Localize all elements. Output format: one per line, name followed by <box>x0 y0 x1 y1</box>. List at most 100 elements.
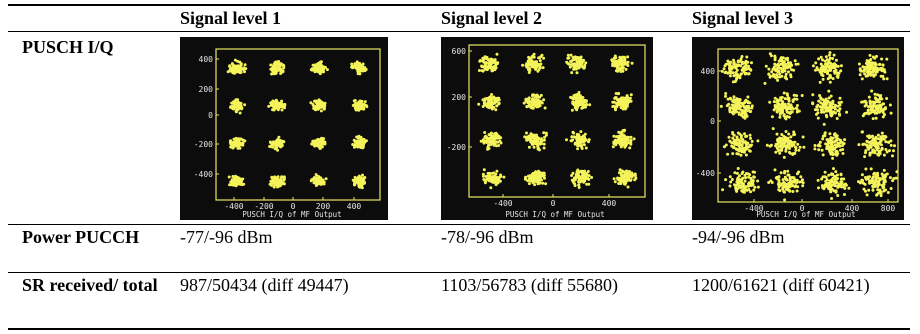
constellation-point <box>620 176 624 180</box>
constellation-point <box>772 100 776 104</box>
constellation-point <box>881 109 885 113</box>
constellation-point <box>277 60 281 63</box>
constellation-point <box>617 135 620 139</box>
constellation-point <box>745 147 749 151</box>
constellation-point <box>612 134 616 138</box>
constellation-point <box>884 140 888 144</box>
constellation-point <box>862 187 866 191</box>
constellation-point <box>782 114 786 117</box>
constellation-point <box>830 62 834 66</box>
constellation-point <box>764 64 768 68</box>
constellation-point <box>862 112 866 116</box>
constellation-point <box>778 148 782 152</box>
x-tick-label: -400 <box>224 202 243 211</box>
constellation-point <box>365 105 369 109</box>
constellation-point <box>584 61 588 65</box>
constellation-point <box>525 98 529 102</box>
constellation-point <box>749 184 753 187</box>
constellation-point <box>351 104 355 107</box>
constellation-point <box>863 155 867 159</box>
constellation-point <box>628 96 632 100</box>
constellation-point <box>831 144 834 148</box>
constellation-point <box>488 136 492 140</box>
constellation-point <box>310 67 314 71</box>
constellation-point <box>832 66 836 70</box>
row-label-power: Power PUCCH <box>22 227 140 247</box>
constellation-point <box>543 176 546 180</box>
constellation-point <box>737 112 741 116</box>
constellation-point <box>842 142 846 146</box>
constellation-point <box>733 138 737 142</box>
constellation-point <box>784 62 788 66</box>
constellation-point <box>733 183 736 187</box>
constellation-point <box>886 191 890 194</box>
constellation-point <box>724 92 728 95</box>
constellation-point <box>575 71 579 75</box>
constellation-point <box>742 150 746 154</box>
constellation-point <box>736 142 740 146</box>
constellation-point <box>774 144 778 148</box>
constellation-point <box>488 103 492 107</box>
constellation-point <box>523 135 527 139</box>
constellation-point <box>268 182 272 186</box>
constellation-point <box>480 69 484 73</box>
constellation-svg-1: 400 200 0 -200 -400 -400 -200 0 200 400 PUSCH I/Q … <box>194 48 381 219</box>
constellation-point <box>619 66 623 70</box>
constellation-point <box>279 102 282 106</box>
constellation-point <box>768 100 772 104</box>
constellation-point <box>832 140 836 144</box>
constellation-point <box>492 60 496 64</box>
constellation-point <box>828 147 832 151</box>
constellation-point <box>621 66 625 70</box>
constellation-point <box>623 104 627 108</box>
constellation-point <box>871 117 875 121</box>
constellation-point <box>830 197 834 200</box>
constellation-point <box>794 145 797 149</box>
constellation-point <box>831 176 835 180</box>
constellation-point <box>617 100 621 104</box>
constellation-point <box>537 68 541 71</box>
constellation-point <box>525 105 529 109</box>
constellation-point <box>626 55 630 59</box>
constellation-point <box>580 60 584 64</box>
constellation-point <box>576 147 580 151</box>
constellation-point <box>612 177 616 181</box>
constellation-point <box>355 180 359 184</box>
constellation-point <box>781 70 784 74</box>
constellation-point <box>739 57 743 61</box>
constellation-point <box>775 132 779 136</box>
constellation-point <box>796 185 800 189</box>
constellation-point <box>588 103 592 107</box>
constellation-point <box>232 64 236 68</box>
constellation-point <box>274 98 278 102</box>
constellation-point <box>577 144 581 147</box>
constellation-point <box>868 181 871 185</box>
constellation-point <box>231 71 235 75</box>
constellation-point <box>874 66 878 70</box>
constellation-point <box>868 102 872 105</box>
constellation-point <box>777 180 781 184</box>
constellation-point <box>876 110 880 114</box>
constellation-point <box>626 185 630 189</box>
constellation-point <box>788 175 792 179</box>
constellation-point <box>795 97 799 101</box>
constellation-point <box>811 93 815 97</box>
constellation-point <box>815 66 819 70</box>
constellation-point <box>477 102 481 106</box>
constellation-point <box>275 67 279 71</box>
constellation-point <box>322 140 326 144</box>
constellation-point <box>867 112 870 116</box>
constellation-point <box>832 167 835 171</box>
constellation-point <box>818 105 822 109</box>
constellation-point <box>836 194 840 197</box>
y-tick-label: -200 <box>194 140 213 149</box>
constellation-point <box>526 63 530 67</box>
x-tick-label: 400 <box>347 202 362 211</box>
x-tick-label: 0 <box>800 204 805 213</box>
constellation-point <box>729 180 733 184</box>
constellation-point <box>619 173 623 177</box>
constellation-point <box>821 58 824 62</box>
constellation-point <box>774 150 778 154</box>
constellation-point <box>775 176 779 180</box>
constellation-point <box>864 189 867 193</box>
